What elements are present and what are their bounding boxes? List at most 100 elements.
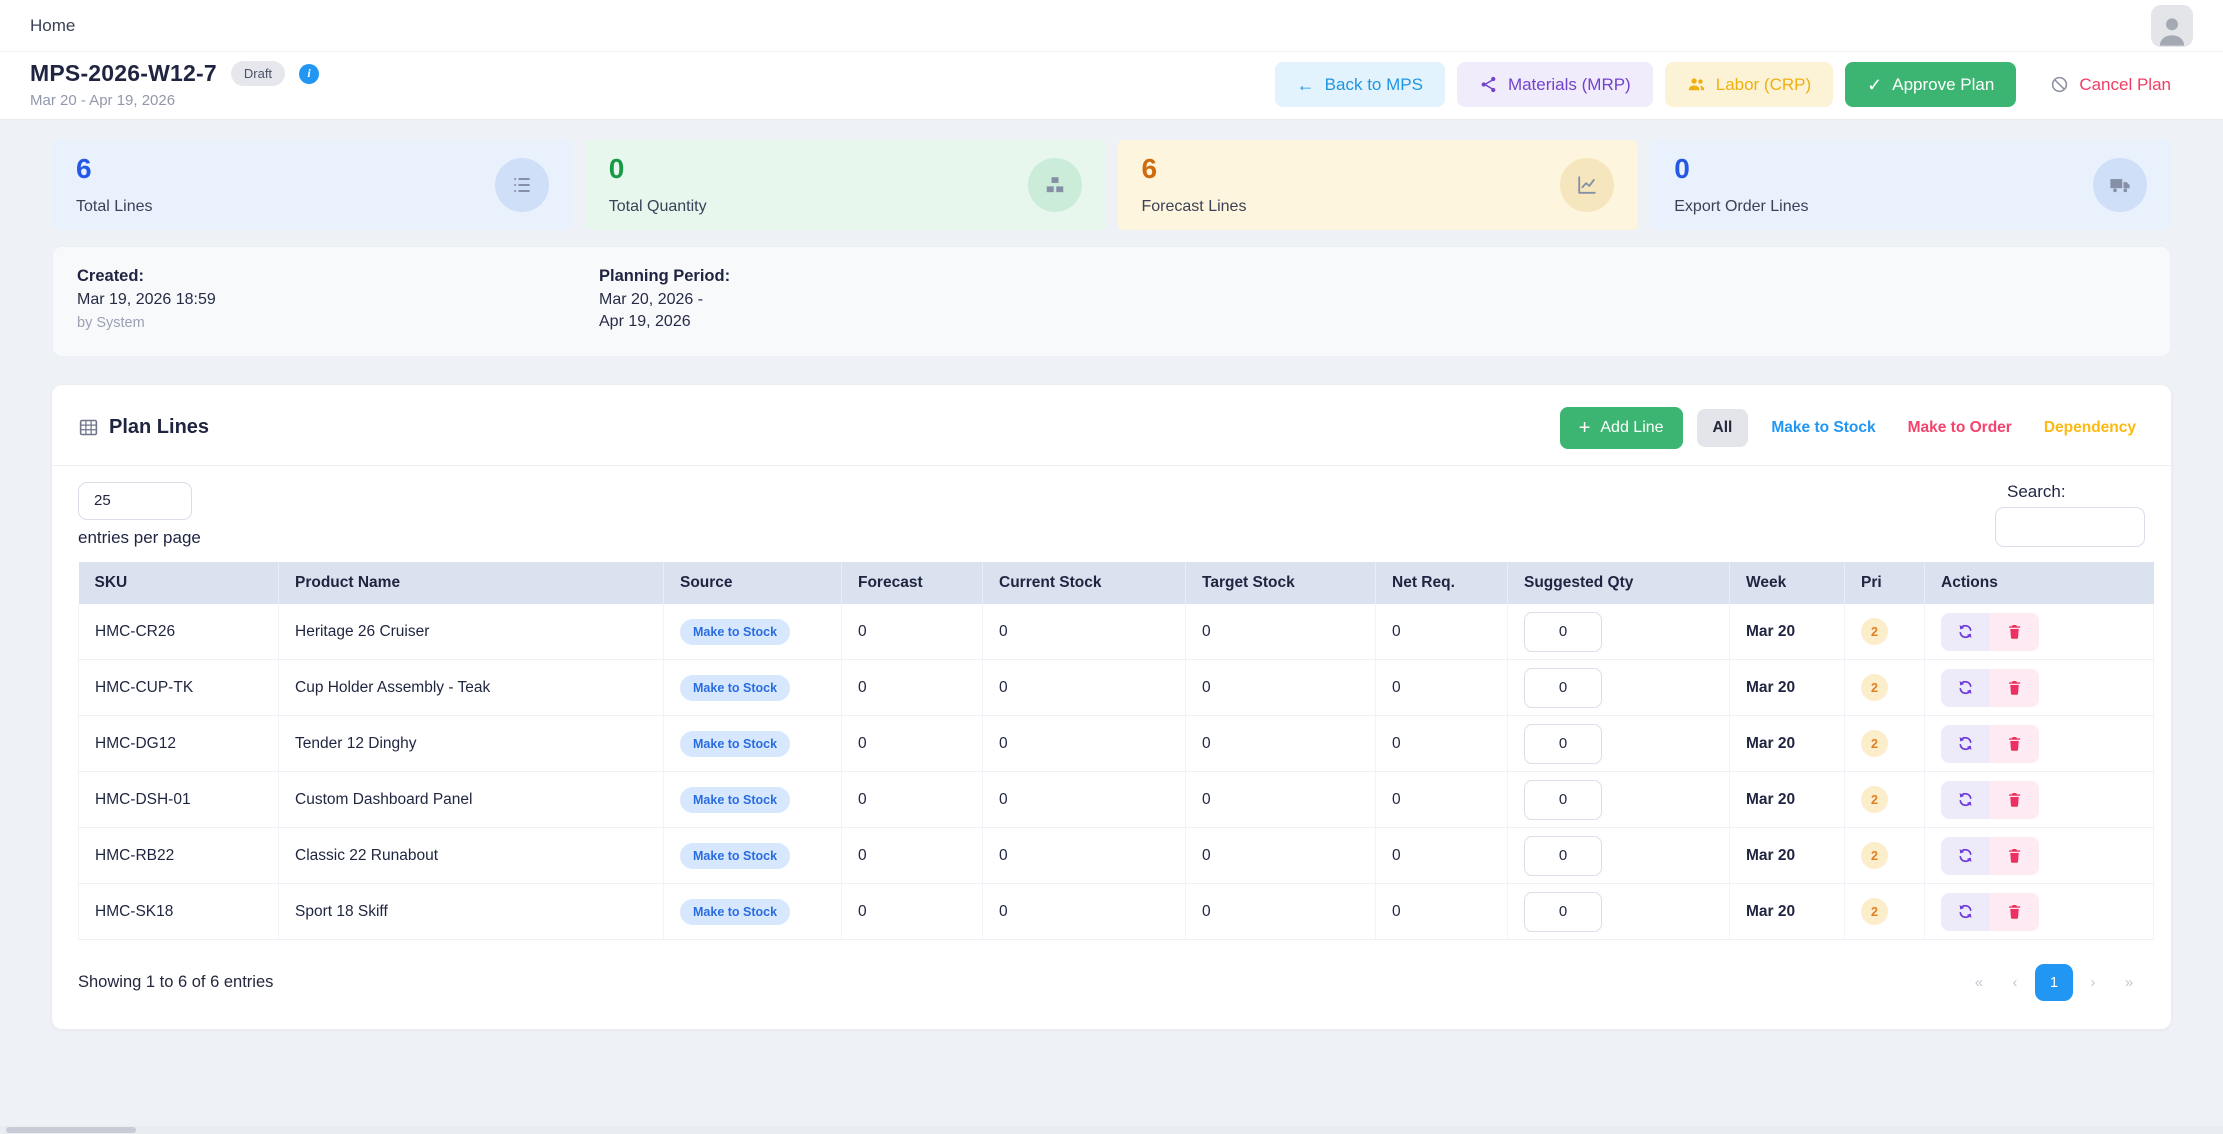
cell-net-req: 0 — [1375, 603, 1508, 661]
materials-mrp-button[interactable]: Materials (MRP) — [1456, 62, 1653, 107]
suggested-qty-input[interactable] — [1524, 611, 1602, 652]
sitemap-icon — [1479, 75, 1498, 94]
cell-suggested-qty — [1507, 715, 1730, 773]
cell-week: Mar 20 — [1729, 827, 1845, 885]
column-header-net-req: Net Req. — [1375, 561, 1508, 604]
cell-source: Make to Stock — [663, 603, 842, 661]
refresh-line-button[interactable] — [1941, 892, 1990, 931]
cell-source: Make to Stock — [663, 827, 842, 885]
cell-product-name: Sport 18 Skiff — [278, 883, 664, 941]
stat-value: 6 — [76, 153, 92, 184]
suggested-qty-input[interactable] — [1524, 723, 1602, 764]
cubes-icon — [1044, 174, 1066, 196]
refresh-line-button[interactable] — [1941, 724, 1990, 763]
priority-badge: 2 — [1861, 618, 1888, 646]
showing-entries-text: Showing 1 to 6 of 6 entries — [78, 973, 274, 992]
delete-line-button[interactable] — [1990, 724, 2039, 763]
trash-icon — [2006, 903, 2023, 920]
sync-icon — [1957, 791, 1974, 808]
approve-plan-button[interactable]: ✓ Approve Plan — [1845, 62, 2017, 107]
cell-suggested-qty — [1507, 771, 1730, 829]
arrow-left-icon: ← — [1296, 74, 1315, 95]
table-row: HMC-RB22 Classic 22 Runabout Make to Sto… — [78, 827, 2154, 885]
cell-net-req: 0 — [1375, 827, 1508, 885]
planning-period-label: Planning Period: — [599, 267, 731, 285]
column-header-current-stock: Current Stock — [982, 561, 1186, 604]
cancel-plan-button[interactable]: Cancel Plan — [2028, 62, 2193, 107]
cell-target-stock: 0 — [1185, 659, 1376, 717]
filter-make-to-order-button[interactable]: Make to Order — [1899, 413, 2021, 443]
cell-net-req: 0 — [1375, 771, 1508, 829]
cell-product-name: Cup Holder Assembly - Teak — [278, 659, 664, 717]
back-to-mps-button[interactable]: ← Back to MPS — [1274, 62, 1445, 107]
filter-make-to-stock-button[interactable]: Make to Stock — [1762, 413, 1884, 443]
pagination-prev-button[interactable]: ‹ — [1999, 966, 2031, 999]
delete-line-button[interactable] — [1990, 668, 2039, 707]
breadcrumb-home[interactable]: Home — [30, 15, 76, 35]
cell-source: Make to Stock — [663, 883, 842, 941]
panel-title: Plan Lines — [109, 416, 210, 439]
pagination-next-button[interactable]: › — [2077, 966, 2109, 999]
table-row: HMC-CR26 Heritage 26 Cruiser Make to Sto… — [78, 603, 2154, 661]
page-size-select[interactable]: 25 — [78, 481, 192, 520]
refresh-line-button[interactable] — [1941, 836, 1990, 875]
check-icon: ✓ — [1867, 74, 1883, 95]
filter-dependency-button[interactable]: Dependency — [2035, 413, 2145, 443]
table-row: HMC-CUP-TK Cup Holder Assembly - Teak Ma… — [78, 659, 2154, 717]
column-header-week: Week — [1729, 561, 1845, 604]
pagination-last-button[interactable]: » — [2113, 966, 2145, 999]
cell-suggested-qty — [1507, 659, 1730, 717]
refresh-line-button[interactable] — [1941, 668, 1990, 707]
sync-icon — [1957, 679, 1974, 696]
cell-week: Mar 20 — [1729, 659, 1845, 717]
column-header-pri: Pri — [1844, 561, 1925, 604]
pagination-page-1-button[interactable]: 1 — [2035, 964, 2073, 1002]
filter-all-button[interactable]: All — [1696, 408, 1749, 447]
suggested-qty-input[interactable] — [1524, 667, 1602, 708]
cell-net-req: 0 — [1375, 883, 1508, 941]
stat-label: Forecast Lines — [1141, 198, 1247, 215]
add-line-button[interactable]: + Add Line — [1559, 406, 1683, 449]
info-icon[interactable]: i — [299, 63, 320, 84]
search-input[interactable] — [1995, 506, 2145, 547]
cell-source: Make to Stock — [663, 771, 842, 829]
cell-sku: HMC-SK18 — [78, 883, 279, 941]
cell-sku: HMC-CUP-TK — [78, 659, 279, 717]
avatar[interactable] — [2151, 4, 2193, 47]
column-header-forecast: Forecast — [841, 561, 983, 604]
stat-value: 0 — [1674, 153, 1690, 184]
entries-per-page-label: entries per page — [78, 527, 201, 547]
suggested-qty-input[interactable] — [1524, 891, 1602, 932]
delete-line-button[interactable] — [1990, 612, 2039, 651]
stat-value: 0 — [608, 153, 625, 184]
delete-line-button[interactable] — [1990, 836, 2039, 875]
refresh-line-button[interactable] — [1941, 780, 1990, 819]
delete-line-button[interactable] — [1990, 892, 2039, 931]
cell-forecast: 0 — [841, 827, 983, 885]
trash-icon — [2006, 847, 2023, 864]
cell-actions — [1924, 827, 2154, 885]
stat-card-total-quantity: 0 Total Quantity — [584, 140, 1106, 230]
refresh-line-button[interactable] — [1941, 612, 1990, 651]
priority-badge: 2 — [1861, 786, 1888, 814]
source-badge: Make to Stock — [680, 730, 791, 757]
suggested-qty-input[interactable] — [1524, 835, 1602, 876]
labor-crp-button[interactable]: Labor (CRP) — [1664, 62, 1834, 107]
suggested-qty-input[interactable] — [1524, 779, 1602, 820]
cell-current-stock: 0 — [982, 603, 1186, 661]
stat-card-forecast-lines: 6 Forecast Lines — [1117, 140, 1639, 230]
delete-line-button[interactable] — [1990, 780, 2039, 819]
column-header-sku: SKU — [78, 561, 279, 604]
cell-current-stock: 0 — [982, 659, 1186, 717]
cell-forecast: 0 — [841, 659, 983, 717]
plus-icon: + — [1578, 416, 1591, 439]
search-label: Search: — [2007, 481, 2066, 501]
cell-current-stock: 0 — [982, 883, 1186, 941]
cell-actions — [1924, 883, 2154, 941]
horizontal-scrollbar-track — [0, 1126, 2223, 1134]
cell-source: Make to Stock — [663, 659, 842, 717]
pagination-first-button[interactable]: « — [1963, 966, 1995, 999]
table-row: HMC-DSH-01 Custom Dashboard Panel Make t… — [78, 771, 2154, 829]
horizontal-scrollbar-thumb[interactable] — [6, 1127, 136, 1133]
cell-suggested-qty — [1507, 827, 1730, 885]
